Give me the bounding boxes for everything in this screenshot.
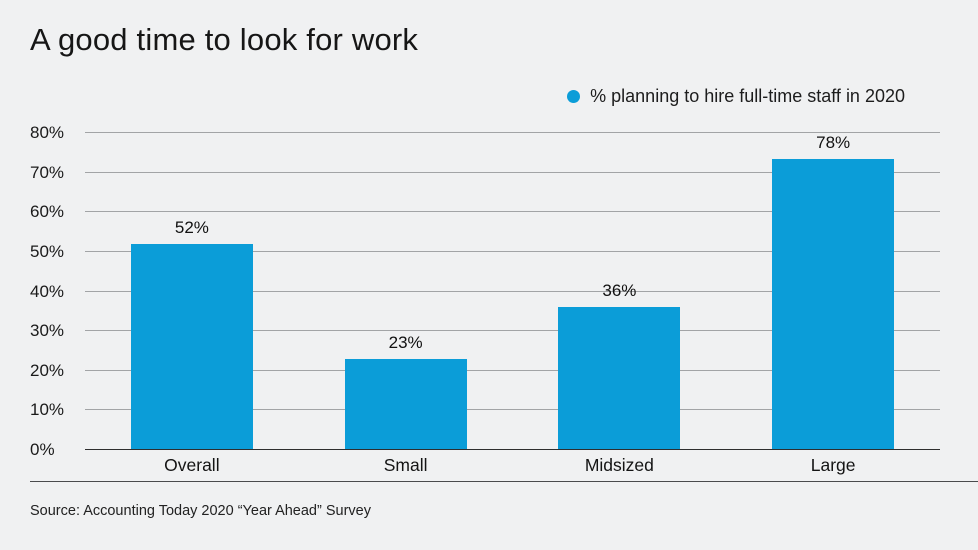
y-axis-tick-label: 30% [30,321,65,341]
x-axis-labels: Overall Small Midsized Large [85,455,940,476]
x-axis-category-label: Large [810,455,856,475]
bar-value-label: 36% [602,281,637,301]
bar [344,358,467,450]
gridline [85,409,940,411]
gridline [85,290,940,292]
bar [130,243,253,450]
bar-slot: 36% [513,133,727,450]
x-axis-category-label: Small [383,455,428,475]
x-axis-line [85,449,940,450]
chart-title: A good time to look for work [30,22,419,57]
y-axis-tick-label: 20% [30,360,65,380]
bottom-separator-line [30,481,978,482]
bar-slot: 78% [726,133,940,450]
x-axis-category-label: Overall [164,455,220,475]
y-axis-tick-label: 70% [30,162,65,182]
gridline [85,132,940,133]
y-axis-labels: 0% 10% 20% 30% 40% 50% 60% 70% 80% [30,123,85,459]
legend-label: % planning to hire full-time staff in 20… [590,86,905,106]
gridline [85,211,940,213]
bar [558,307,681,450]
gridline [85,369,940,371]
bar-value-label: 23% [388,332,423,352]
y-axis-tick-label: 80% [30,123,65,142]
chart-region: 0% 10% 20% 30% 40% 50% 60% 70% 80% 52% 23% 36% 78% [0,123,978,459]
y-axis-tick-label: 50% [30,241,65,261]
plot-area: 52% 23% 36% 78% [85,132,940,450]
bar-slot: 52% [85,133,299,450]
y-axis-tick-label: 40% [30,281,65,301]
gridline [85,330,940,332]
y-axis-tick-label: 0% [30,440,55,459]
x-axis-category-label: Midsized [584,455,654,475]
source-note: Source: Accounting Today 2020 “Year Ahea… [30,503,371,519]
legend-marker-icon [567,90,581,103]
y-axis-tick-label: 60% [30,202,65,222]
gridline [85,171,940,173]
bar-value-label: 78% [816,133,851,152]
legend: % planning to hire full-time staff in 20… [567,86,905,107]
bars-container: 52% 23% 36% 78% [85,133,940,450]
bar-slot: 23% [299,133,513,450]
bar [772,159,895,450]
bar-value-label: 52% [174,217,209,237]
y-axis-tick-label: 10% [30,400,65,420]
gridline [85,250,940,252]
